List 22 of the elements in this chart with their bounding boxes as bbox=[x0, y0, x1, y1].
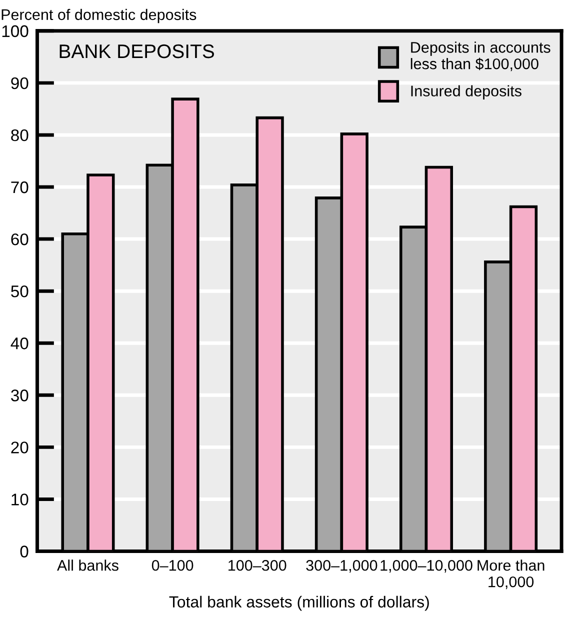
text: BANK DEPOSITS bbox=[60, 44, 214, 58]
y-tick-label: 50 bbox=[11, 285, 28, 298]
y-tick-label: 10 bbox=[12, 494, 28, 506]
y-tick-label: 90 bbox=[11, 77, 28, 90]
x-tick-label: 300–1,000 bbox=[306, 560, 378, 573]
legend-label: Deposits in accounts less than $100,000 bbox=[410, 42, 550, 72]
x-tick-label: 100–300 bbox=[228, 560, 286, 571]
y-tick-label: 80 bbox=[11, 129, 28, 142]
x-tick-label: All banks bbox=[57, 560, 118, 571]
y-tick-label: 100 bbox=[2, 25, 28, 38]
x-tick-label: More than 10,000 bbox=[478, 560, 544, 590]
y-tick-label: 30 bbox=[11, 390, 28, 402]
x-tick-label: 1,000–10,000 bbox=[380, 560, 472, 573]
x-tick-label: 0–100 bbox=[152, 560, 194, 571]
y-tick-label: 40 bbox=[10, 338, 28, 350]
legend-label: Insured deposits bbox=[411, 85, 522, 100]
y-tick-label: 60 bbox=[11, 233, 28, 246]
y-tick-label: 0 bbox=[20, 546, 28, 558]
y-tick-label: 20 bbox=[11, 442, 28, 454]
x-axis-title: Total bank assets (millions of dollars) bbox=[169, 596, 429, 611]
y-tick-label: 70 bbox=[11, 181, 28, 194]
y-axis-title: Percent of domestic deposits bbox=[2, 8, 196, 24]
